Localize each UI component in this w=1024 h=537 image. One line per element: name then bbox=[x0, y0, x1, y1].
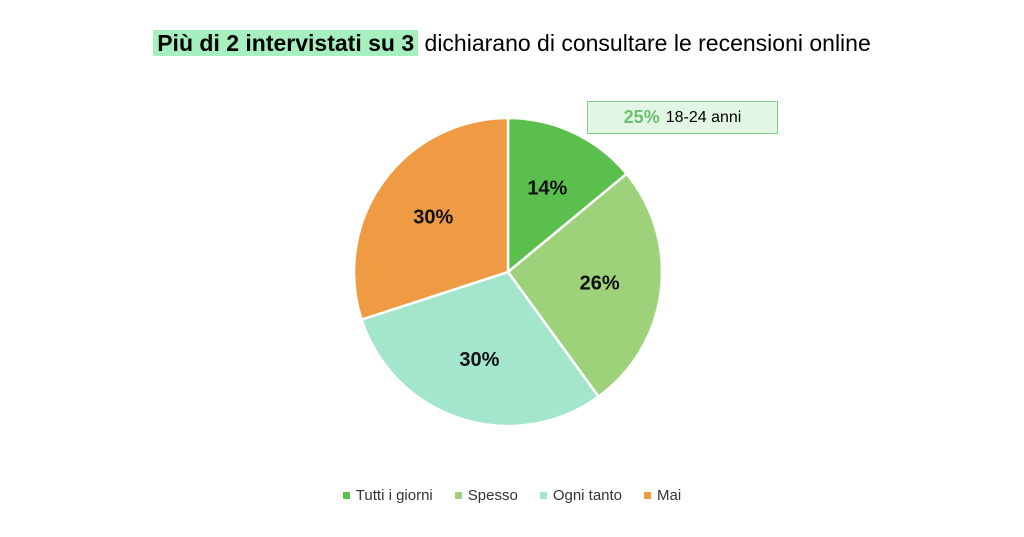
callout-percent: 25% bbox=[623, 107, 660, 127]
title-highlight: Più di 2 intervistati su 3 bbox=[153, 30, 419, 56]
legend-item-tutti-i-giorni: Tutti i giorni bbox=[342, 487, 433, 504]
title-rest: dichiarano di consultare le recensioni o… bbox=[424, 30, 871, 56]
slice-label-ogni-tanto: 30% bbox=[459, 349, 499, 371]
pie-slice-mai bbox=[352, 116, 510, 322]
legend-swatch bbox=[644, 492, 652, 499]
slice-label-mai: 30% bbox=[413, 207, 453, 229]
legend-item-ogni-tanto: Ogni tanto bbox=[539, 487, 623, 504]
legend-label: Mai bbox=[657, 487, 682, 504]
callout-text: 18-24 anni bbox=[665, 108, 742, 126]
legend-swatch bbox=[342, 492, 350, 499]
legend-label: Ogni tanto bbox=[552, 487, 623, 504]
legend-item-mai: Mai bbox=[644, 487, 681, 504]
pie-slice-spesso bbox=[506, 172, 664, 399]
legend-item-spesso: Spesso bbox=[454, 487, 518, 504]
chart-title: Più di 2 intervistati su 3 dichiarano di… bbox=[0, 30, 1024, 57]
pie-slice-tutti-i-giorni bbox=[506, 116, 629, 275]
legend-label: Tutti i giorni bbox=[355, 487, 433, 504]
slice-label-spesso: 26% bbox=[580, 273, 620, 295]
pie-slice-ogni-tanto bbox=[359, 270, 601, 428]
legend-swatch bbox=[539, 492, 547, 499]
legend-swatch bbox=[454, 492, 462, 499]
slice-label-tutti-i-giorni: 14% bbox=[527, 177, 567, 199]
chart-legend: Tutti i giorni Spesso Ogni tanto Mai bbox=[0, 487, 1024, 504]
legend-label: Spesso bbox=[467, 487, 518, 504]
age-callout: 25% 18-24 anni bbox=[587, 101, 778, 134]
